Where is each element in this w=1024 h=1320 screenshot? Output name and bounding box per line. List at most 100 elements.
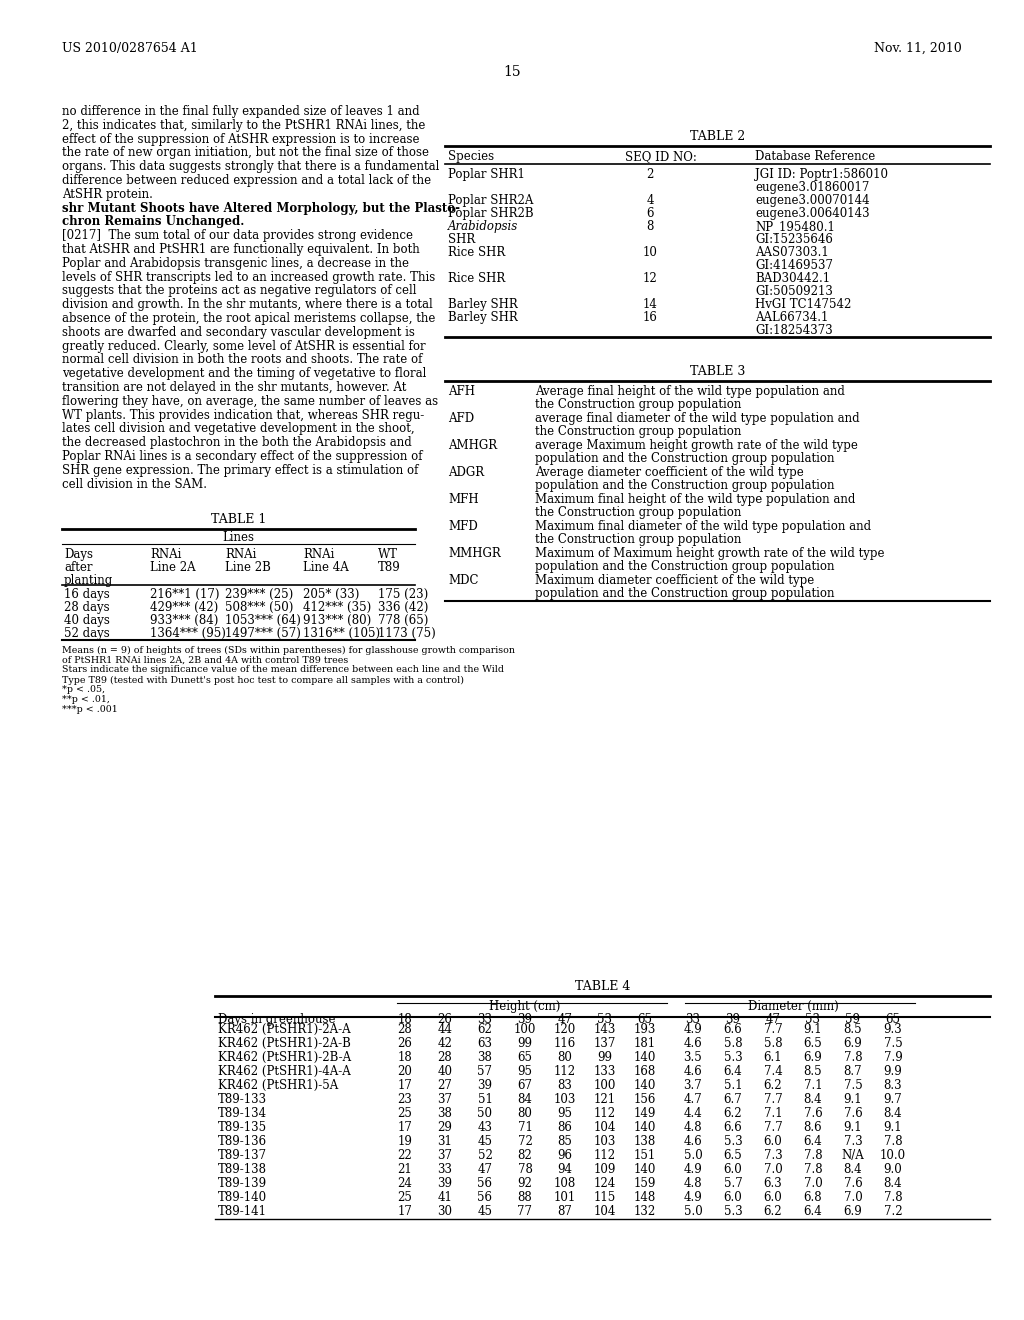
Text: JGI ID: Poptr1:586010: JGI ID: Poptr1:586010 bbox=[755, 168, 888, 181]
Text: 10.0: 10.0 bbox=[880, 1148, 906, 1162]
Text: 8: 8 bbox=[646, 220, 653, 234]
Text: 6.5: 6.5 bbox=[804, 1038, 822, 1049]
Text: WT plants. This provides indication that, whereas SHR regu-: WT plants. This provides indication that… bbox=[62, 409, 424, 421]
Text: 39: 39 bbox=[437, 1177, 453, 1191]
Text: 16: 16 bbox=[643, 312, 657, 323]
Text: 38: 38 bbox=[437, 1107, 453, 1119]
Text: 7.0: 7.0 bbox=[764, 1163, 782, 1176]
Text: 4.8: 4.8 bbox=[684, 1177, 702, 1191]
Text: 56: 56 bbox=[477, 1191, 493, 1204]
Text: Maximum final height of the wild type population and: Maximum final height of the wild type po… bbox=[535, 492, 855, 506]
Text: 7.4: 7.4 bbox=[764, 1065, 782, 1078]
Text: **p < .01,: **p < .01, bbox=[62, 696, 110, 705]
Text: BAD30442.1: BAD30442.1 bbox=[755, 272, 830, 285]
Text: after: after bbox=[63, 561, 92, 574]
Text: 7.1: 7.1 bbox=[764, 1107, 782, 1119]
Text: T89-137: T89-137 bbox=[218, 1148, 267, 1162]
Text: ADGR: ADGR bbox=[449, 466, 484, 479]
Text: Poplar SHR2B: Poplar SHR2B bbox=[449, 207, 534, 220]
Text: 1053*** (64): 1053*** (64) bbox=[225, 614, 301, 627]
Text: 62: 62 bbox=[477, 1023, 493, 1036]
Text: 193: 193 bbox=[634, 1023, 656, 1036]
Text: 38: 38 bbox=[477, 1051, 493, 1064]
Text: 10: 10 bbox=[643, 246, 657, 259]
Text: 4.9: 4.9 bbox=[684, 1163, 702, 1176]
Text: 17: 17 bbox=[397, 1078, 413, 1092]
Text: KR462 (PtSHR1)-2A-B: KR462 (PtSHR1)-2A-B bbox=[218, 1038, 351, 1049]
Text: 67: 67 bbox=[517, 1078, 532, 1092]
Text: GI:18254373: GI:18254373 bbox=[755, 323, 833, 337]
Text: 15: 15 bbox=[503, 65, 521, 79]
Text: 56: 56 bbox=[477, 1177, 493, 1191]
Text: vegetative development and the timing of vegetative to floral: vegetative development and the timing of… bbox=[62, 367, 426, 380]
Text: 4.7: 4.7 bbox=[684, 1093, 702, 1106]
Text: 4.8: 4.8 bbox=[684, 1121, 702, 1134]
Text: 205* (33): 205* (33) bbox=[303, 589, 359, 602]
Text: 149: 149 bbox=[634, 1107, 656, 1119]
Text: 5.7: 5.7 bbox=[724, 1177, 742, 1191]
Text: cell division in the SAM.: cell division in the SAM. bbox=[62, 478, 207, 491]
Text: 9.9: 9.9 bbox=[884, 1065, 902, 1078]
Text: SEQ ID NO:: SEQ ID NO: bbox=[625, 150, 697, 162]
Text: 19: 19 bbox=[397, 1135, 413, 1148]
Text: 7.8: 7.8 bbox=[844, 1051, 862, 1064]
Text: 7.8: 7.8 bbox=[884, 1191, 902, 1204]
Text: 109: 109 bbox=[594, 1163, 616, 1176]
Text: 9.1: 9.1 bbox=[884, 1121, 902, 1134]
Text: 92: 92 bbox=[517, 1177, 532, 1191]
Text: 104: 104 bbox=[594, 1121, 616, 1134]
Text: eugene3.01860017: eugene3.01860017 bbox=[755, 181, 869, 194]
Text: 33: 33 bbox=[437, 1163, 453, 1176]
Text: 18: 18 bbox=[397, 1051, 413, 1064]
Text: 9.1: 9.1 bbox=[844, 1121, 862, 1134]
Text: population and the Construction group population: population and the Construction group po… bbox=[535, 587, 835, 601]
Text: 78: 78 bbox=[517, 1163, 532, 1176]
Text: 7.5: 7.5 bbox=[884, 1038, 902, 1049]
Text: 63: 63 bbox=[477, 1038, 493, 1049]
Text: 168: 168 bbox=[634, 1065, 656, 1078]
Text: Arabidopsis: Arabidopsis bbox=[449, 220, 518, 234]
Text: 26: 26 bbox=[397, 1038, 413, 1049]
Text: 103: 103 bbox=[594, 1135, 616, 1148]
Text: 7.3: 7.3 bbox=[764, 1148, 782, 1162]
Text: 112: 112 bbox=[594, 1148, 616, 1162]
Text: MMHGR: MMHGR bbox=[449, 546, 501, 560]
Text: 9.1: 9.1 bbox=[804, 1023, 822, 1036]
Text: 23: 23 bbox=[397, 1093, 413, 1106]
Text: 95: 95 bbox=[517, 1065, 532, 1078]
Text: TABLE 3: TABLE 3 bbox=[690, 366, 745, 378]
Text: 7.7: 7.7 bbox=[764, 1023, 782, 1036]
Text: KR462 (PtSHR1)-5A: KR462 (PtSHR1)-5A bbox=[218, 1078, 338, 1092]
Text: 47: 47 bbox=[477, 1163, 493, 1176]
Text: 151: 151 bbox=[634, 1148, 656, 1162]
Text: Barley SHR: Barley SHR bbox=[449, 298, 518, 312]
Text: 9.3: 9.3 bbox=[884, 1023, 902, 1036]
Text: 7.7: 7.7 bbox=[764, 1093, 782, 1106]
Text: ***p < .001: ***p < .001 bbox=[62, 705, 118, 714]
Text: 77: 77 bbox=[517, 1205, 532, 1218]
Text: 40 days: 40 days bbox=[63, 614, 110, 627]
Text: 22: 22 bbox=[397, 1148, 413, 1162]
Text: 86: 86 bbox=[557, 1121, 572, 1134]
Text: that AtSHR and PtSHR1 are functionally equivalent. In both: that AtSHR and PtSHR1 are functionally e… bbox=[62, 243, 420, 256]
Text: KR462 (PtSHR1)-2B-A: KR462 (PtSHR1)-2B-A bbox=[218, 1051, 351, 1064]
Text: Line 4A: Line 4A bbox=[303, 561, 349, 574]
Text: 138: 138 bbox=[634, 1135, 656, 1148]
Text: 6.0: 6.0 bbox=[764, 1135, 782, 1148]
Text: T89-133: T89-133 bbox=[218, 1093, 267, 1106]
Text: 108: 108 bbox=[554, 1177, 577, 1191]
Text: 913*** (80): 913*** (80) bbox=[303, 614, 372, 627]
Text: chron Remains Unchanged.: chron Remains Unchanged. bbox=[62, 215, 245, 228]
Text: 412*** (35): 412*** (35) bbox=[303, 602, 372, 614]
Text: 80: 80 bbox=[517, 1107, 532, 1119]
Text: 148: 148 bbox=[634, 1191, 656, 1204]
Text: SHR: SHR bbox=[449, 234, 475, 246]
Text: 132: 132 bbox=[634, 1205, 656, 1218]
Text: MFD: MFD bbox=[449, 520, 478, 533]
Text: 7.0: 7.0 bbox=[844, 1191, 862, 1204]
Text: Poplar RNAi lines is a secondary effect of the suppression of: Poplar RNAi lines is a secondary effect … bbox=[62, 450, 423, 463]
Text: 65: 65 bbox=[638, 1012, 652, 1026]
Text: 88: 88 bbox=[517, 1191, 532, 1204]
Text: 18: 18 bbox=[397, 1012, 413, 1026]
Text: 2: 2 bbox=[646, 168, 653, 181]
